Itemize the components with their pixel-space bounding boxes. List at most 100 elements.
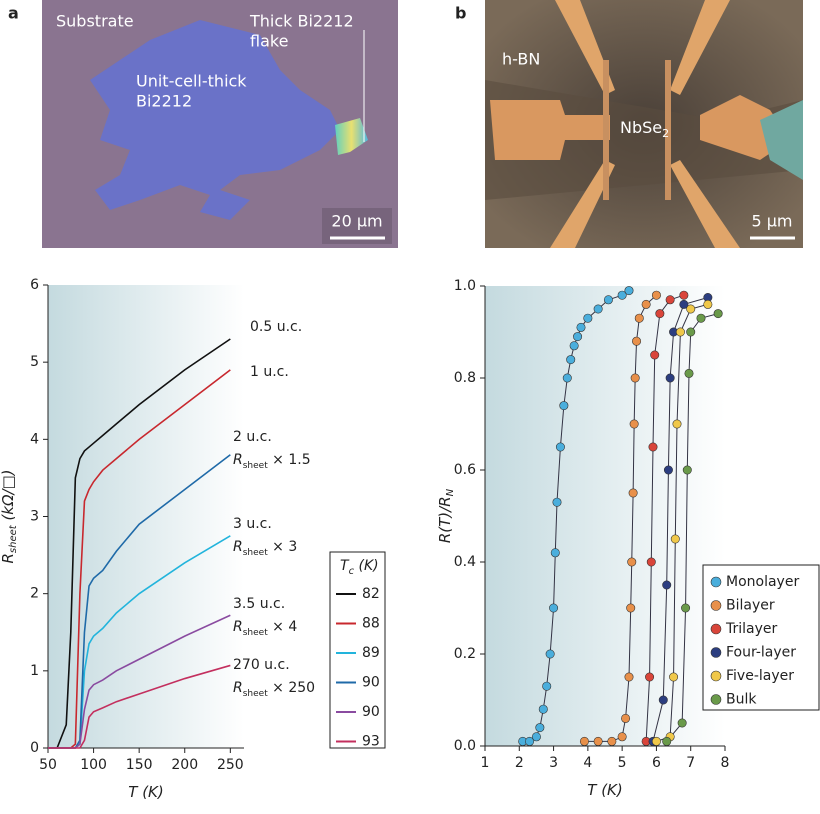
point [624, 286, 634, 296]
point [549, 603, 559, 613]
point [583, 313, 593, 323]
label-rest: (K) [137, 783, 163, 801]
point [617, 290, 627, 300]
annotation-sub: sheet [243, 628, 268, 638]
y-tick-label: 6 [30, 277, 39, 293]
x-axis-label: T (K) [128, 783, 163, 801]
legend-label: 88 [362, 616, 380, 632]
label: Thick Bi2212 [249, 12, 354, 31]
y-tick-label: 3 [30, 509, 39, 525]
point [550, 548, 560, 558]
point [621, 713, 631, 723]
point [650, 350, 660, 360]
point [651, 290, 661, 300]
legend-label: 89 [362, 645, 380, 661]
annotation-factor: × 1.5 [268, 452, 311, 468]
annotation: 3.5 u.c. [233, 596, 285, 612]
annotation-factor: × 250 [268, 680, 315, 696]
label: flake [250, 32, 288, 51]
fit-line [522, 290, 630, 742]
point [672, 419, 682, 429]
annotation: 0.5 u.c. [250, 319, 302, 335]
annotation-sub: sheet [243, 461, 268, 471]
point [677, 718, 687, 728]
legend-swatch [710, 694, 722, 705]
point [626, 603, 636, 613]
point [566, 355, 576, 365]
legend-box [702, 564, 820, 711]
point [525, 736, 535, 746]
legend-label: Trilayer [725, 621, 778, 637]
point [607, 736, 617, 746]
point [634, 313, 644, 323]
annotation: 1 u.c. [250, 364, 289, 380]
y-tick-label: 2 [30, 586, 39, 602]
label-main: NbSe [620, 118, 662, 137]
annotation-symbol: R [233, 680, 243, 696]
label: Unit-cell-thick [136, 72, 247, 91]
y-axis-label: R(T)/RN [436, 488, 457, 543]
label-main: R(T)/R [436, 496, 454, 543]
annotation: Rsheet × 4 [233, 619, 297, 638]
x-tick-label: 7 [686, 755, 695, 771]
point [682, 465, 692, 475]
point [628, 488, 638, 498]
point [696, 313, 706, 323]
x-tick-label: 5 [618, 755, 627, 771]
annotation-symbol: R [233, 539, 243, 555]
point [576, 322, 586, 332]
point [686, 327, 696, 337]
y-tick-label: 1.0 [454, 278, 476, 294]
point [679, 299, 689, 309]
scale-bar-label: 20 µm [331, 212, 382, 231]
point [629, 419, 639, 429]
point [675, 327, 685, 337]
label-sub: c [349, 566, 355, 577]
series-line [48, 338, 231, 749]
legend-label: Four-layer [726, 645, 796, 661]
legend-label: 93 [362, 734, 380, 750]
point [531, 732, 541, 742]
label-sub: N [445, 488, 456, 496]
point [603, 295, 613, 305]
label: Substrate [56, 12, 134, 31]
x-tick-label: 6 [652, 755, 661, 771]
point [632, 336, 642, 346]
annotation: Rsheet × 250 [233, 680, 315, 699]
label-rest: (K) [354, 558, 379, 574]
point [662, 580, 672, 590]
point [665, 295, 675, 305]
point [684, 368, 694, 378]
point [624, 672, 634, 682]
point [665, 373, 675, 383]
label: NbSe2 [620, 118, 669, 141]
point [703, 299, 713, 309]
panel-letter: b [455, 4, 466, 23]
point [713, 309, 723, 319]
point [641, 299, 651, 309]
legend-label: Monolayer [726, 574, 799, 590]
x-tick-label: 4 [583, 755, 592, 771]
micrograph-a: Substrate Unit-cell-thick Bi2212 Thick B… [42, 0, 398, 248]
x-tick-label: 150 [126, 757, 153, 773]
label-main: T [128, 783, 139, 801]
point [573, 332, 583, 342]
x-tick-label: 3 [549, 755, 558, 771]
x-tick-label: 2 [515, 755, 524, 771]
y-tick-label: 5 [30, 354, 39, 370]
legend-label: Bilayer [726, 598, 775, 614]
point [562, 373, 572, 383]
point [579, 736, 589, 746]
point [655, 309, 665, 319]
legend-label: 82 [362, 586, 380, 602]
x-tick-label: 100 [80, 757, 107, 773]
point [662, 736, 672, 746]
point [535, 723, 545, 733]
legend-swatch [710, 670, 722, 682]
annotation-sub: sheet [243, 548, 268, 558]
legend-label: Bulk [726, 692, 757, 708]
x-tick-label: 250 [217, 757, 244, 773]
label: Bi2212 [136, 92, 192, 111]
